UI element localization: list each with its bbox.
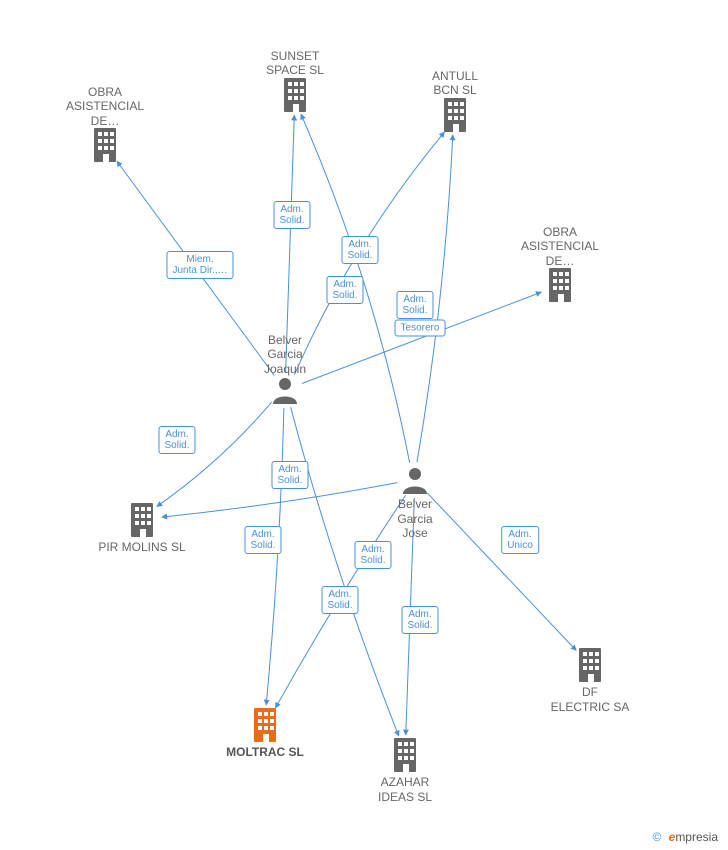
edge-label: Adm. Solid. (158, 426, 195, 454)
company-node[interactable]: SUNSET SPACE SL (240, 49, 350, 115)
building-icon (127, 503, 157, 537)
company-node[interactable]: OBRA ASISTENCIAL DE… (505, 225, 615, 306)
edge-label: Adm. Solid. (341, 236, 378, 264)
edge-label: Adm. Solid. (401, 606, 438, 634)
edge-label: Adm. Solid. (244, 526, 281, 554)
diagram-canvas: OBRA ASISTENCIAL DE… SUNSET SPACE SL ANT… (0, 0, 728, 850)
edge-label: Adm. Solid. (321, 586, 358, 614)
building-icon (440, 98, 470, 132)
edge-label: Adm. Solid. (271, 461, 308, 489)
person-icon (401, 466, 429, 494)
copyright-symbol: © (652, 830, 661, 844)
edge-label: Tesorero (395, 320, 446, 337)
edge (266, 408, 284, 705)
edge (157, 402, 272, 506)
edge-label: Adm. Solid. (396, 291, 433, 319)
node-label: ANTULL BCN SL (400, 69, 510, 98)
edge-label: Adm. Unico (501, 526, 539, 554)
node-label: MOLTRAC SL (210, 745, 320, 759)
node-label: Belver Garcia Jose (360, 497, 470, 540)
building-icon (90, 128, 120, 162)
node-label: DF ELECTRIC SA (535, 685, 645, 714)
node-label: Belver Garcia Joaquin (230, 333, 340, 376)
edge-label: Miem. Junta Dir.,… (166, 251, 233, 279)
node-label: OBRA ASISTENCIAL DE… (50, 85, 160, 128)
building-icon (250, 708, 280, 742)
company-node[interactable]: DF ELECTRIC SA (535, 648, 645, 714)
edge-label: Adm. Solid. (273, 201, 310, 229)
building-icon (390, 738, 420, 772)
brand-rest: mpresia (675, 830, 718, 844)
node-label: AZAHAR IDEAS SL (350, 775, 460, 804)
edge-label: Adm. Solid. (326, 276, 363, 304)
company-node[interactable]: PIR MOLINS SL (87, 503, 197, 555)
company-node[interactable]: AZAHAR IDEAS SL (350, 738, 460, 804)
building-icon (575, 648, 605, 682)
person-icon (271, 376, 299, 404)
node-label: SUNSET SPACE SL (240, 49, 350, 78)
person-node[interactable]: Belver Garcia Joaquin (230, 333, 340, 408)
company-node[interactable]: MOLTRAC SL (210, 708, 320, 760)
footer-attribution: © empresia (652, 830, 718, 844)
building-icon (545, 268, 575, 302)
building-icon (280, 78, 310, 112)
node-label: PIR MOLINS SL (87, 540, 197, 554)
node-label: OBRA ASISTENCIAL DE… (505, 225, 615, 268)
company-node[interactable]: ANTULL BCN SL (400, 69, 510, 135)
edge-label: Adm. Solid. (354, 541, 391, 569)
company-node[interactable]: OBRA ASISTENCIAL DE… (50, 85, 160, 166)
person-node[interactable]: Belver Garcia Jose (360, 466, 470, 541)
edge (291, 407, 399, 736)
